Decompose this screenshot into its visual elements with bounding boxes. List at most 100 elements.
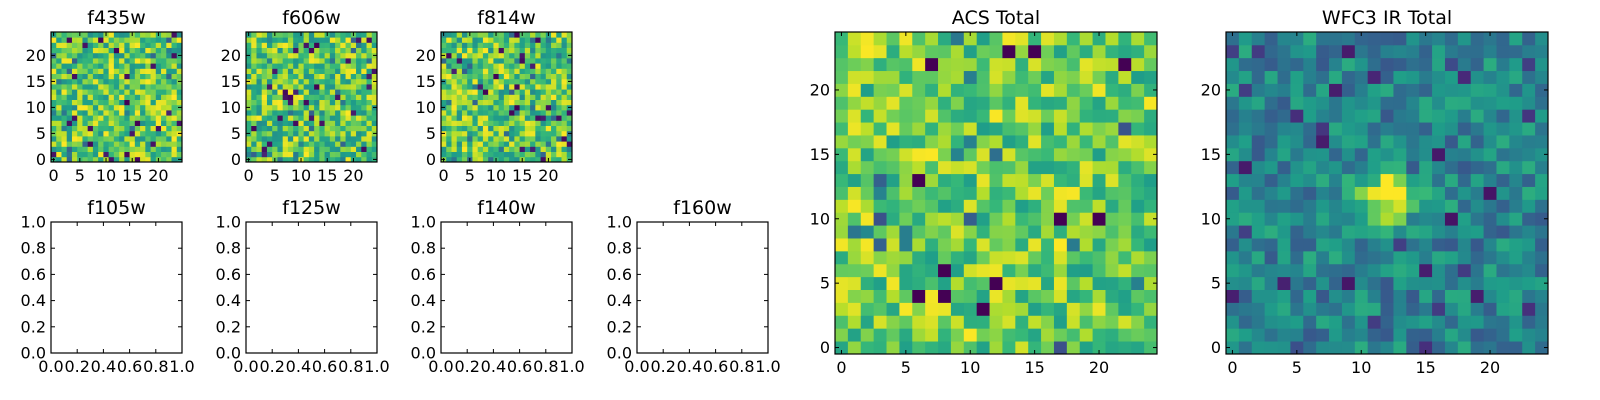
heatmap-cell bbox=[1509, 289, 1523, 303]
heatmap-cell bbox=[540, 146, 547, 152]
heatmap-cell bbox=[140, 68, 146, 74]
heatmap-cell bbox=[1066, 70, 1081, 84]
heatmap-cell bbox=[524, 89, 531, 95]
heatmap-cell bbox=[82, 37, 89, 43]
heatmap-cell bbox=[446, 73, 452, 80]
heatmap-cell bbox=[1457, 135, 1472, 149]
heatmap-cell bbox=[329, 94, 336, 100]
heatmap-cell bbox=[1406, 122, 1420, 136]
heatmap-cell bbox=[246, 47, 252, 54]
heatmap-cell bbox=[482, 146, 489, 152]
heatmap-cell bbox=[963, 199, 978, 213]
heatmap-cell bbox=[1131, 186, 1145, 200]
heatmap-cell bbox=[98, 32, 104, 38]
heatmap-cell bbox=[1483, 263, 1497, 278]
heatmap-cell bbox=[314, 151, 320, 158]
heatmap-cell bbox=[1509, 250, 1523, 265]
heatmap-cell bbox=[1470, 173, 1484, 187]
heatmap-cell bbox=[124, 42, 130, 48]
heatmap-cell bbox=[1144, 263, 1158, 278]
heatmap-cell bbox=[345, 151, 352, 158]
heatmap-cell bbox=[938, 341, 952, 355]
heatmap-cell bbox=[324, 84, 331, 90]
heatmap-cell bbox=[989, 186, 1003, 200]
heatmap-cell bbox=[1277, 341, 1291, 355]
heatmap-cell bbox=[71, 58, 78, 64]
heatmap-cell bbox=[498, 141, 505, 147]
heatmap-cell bbox=[282, 120, 289, 126]
heatmap-cell bbox=[925, 225, 939, 239]
heatmap-cell bbox=[51, 94, 57, 100]
heatmap-cell bbox=[950, 135, 965, 149]
heatmap-cell bbox=[441, 68, 447, 74]
heatmap-cell bbox=[899, 289, 913, 303]
heatmap-cell bbox=[873, 109, 887, 123]
heatmap-cell bbox=[1380, 238, 1394, 252]
heatmap-cell bbox=[350, 52, 357, 59]
heatmap-cell bbox=[113, 94, 120, 100]
heatmap-cell bbox=[1053, 109, 1068, 123]
heatmap-cell bbox=[1432, 44, 1446, 59]
heatmap-cell bbox=[145, 120, 151, 126]
panel-title: f105w bbox=[87, 197, 146, 219]
heatmap-cell bbox=[1470, 96, 1484, 110]
heatmap-cell bbox=[314, 52, 320, 59]
heatmap-cell bbox=[1496, 315, 1510, 329]
heatmap-cell bbox=[1105, 147, 1119, 162]
heatmap-cell bbox=[472, 94, 479, 100]
heatmap-cell bbox=[530, 63, 536, 69]
heatmap-cell bbox=[1066, 122, 1081, 136]
heatmap-cell bbox=[166, 32, 172, 38]
heatmap-cell bbox=[1015, 32, 1029, 46]
heatmap-cell bbox=[467, 68, 473, 74]
heatmap-cell bbox=[488, 136, 494, 142]
heatmap-cell bbox=[1290, 57, 1304, 72]
heatmap-cell bbox=[1144, 315, 1158, 329]
heatmap-cell bbox=[1118, 122, 1132, 136]
heatmap-cell bbox=[1105, 341, 1119, 355]
heatmap-cell bbox=[155, 42, 162, 48]
heatmap-cell bbox=[912, 186, 926, 200]
heatmap-cell bbox=[451, 136, 458, 142]
heatmap-cell bbox=[1002, 250, 1016, 265]
heatmap-cell bbox=[308, 146, 315, 152]
heatmap-cell bbox=[319, 99, 325, 106]
heatmap-cell bbox=[1131, 109, 1145, 123]
heatmap-cell bbox=[66, 37, 73, 43]
heatmap-cell bbox=[1432, 122, 1446, 136]
heatmap-cell bbox=[1535, 263, 1549, 278]
heatmap-cell bbox=[556, 120, 562, 126]
heatmap-cell bbox=[92, 115, 99, 121]
heatmap-cell bbox=[1277, 83, 1291, 97]
heatmap-cell bbox=[556, 136, 562, 142]
heatmap-cell bbox=[1522, 238, 1536, 252]
heatmap-cell bbox=[113, 130, 120, 137]
heatmap-cell bbox=[1316, 263, 1330, 278]
heatmap-cell bbox=[282, 47, 289, 54]
heatmap-cell bbox=[1393, 341, 1407, 355]
heatmap-cell bbox=[129, 115, 136, 121]
heatmap-cell bbox=[1380, 135, 1394, 149]
heatmap-cell bbox=[324, 99, 331, 106]
heatmap-cell bbox=[1028, 173, 1042, 187]
heatmap-cell bbox=[246, 125, 252, 132]
heatmap-cell bbox=[524, 146, 531, 152]
heatmap-cell bbox=[82, 58, 89, 64]
heatmap-cell bbox=[498, 115, 505, 121]
heatmap-cell bbox=[461, 125, 468, 132]
heatmap-cell bbox=[446, 68, 452, 74]
heatmap-cell bbox=[256, 110, 263, 116]
heatmap-cell bbox=[451, 84, 458, 90]
heatmap-cell bbox=[556, 32, 562, 38]
heatmap-cell bbox=[124, 115, 130, 121]
heatmap-cell bbox=[451, 63, 458, 69]
heatmap-cell bbox=[277, 58, 284, 64]
heatmap-cell bbox=[350, 68, 357, 74]
heatmap-cell bbox=[441, 146, 447, 152]
heatmap-cell bbox=[976, 122, 990, 136]
heatmap-cell bbox=[1079, 83, 1093, 97]
heatmap-cell bbox=[1290, 109, 1304, 123]
heatmap-cell bbox=[1028, 186, 1042, 200]
heatmap-cell bbox=[87, 146, 94, 152]
heatmap-cell bbox=[277, 63, 284, 69]
